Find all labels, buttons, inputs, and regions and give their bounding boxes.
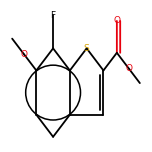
Text: O: O [113,16,120,25]
Text: F: F [50,11,56,20]
Text: S: S [84,44,90,53]
Text: O: O [125,64,132,73]
Text: O: O [21,50,28,59]
